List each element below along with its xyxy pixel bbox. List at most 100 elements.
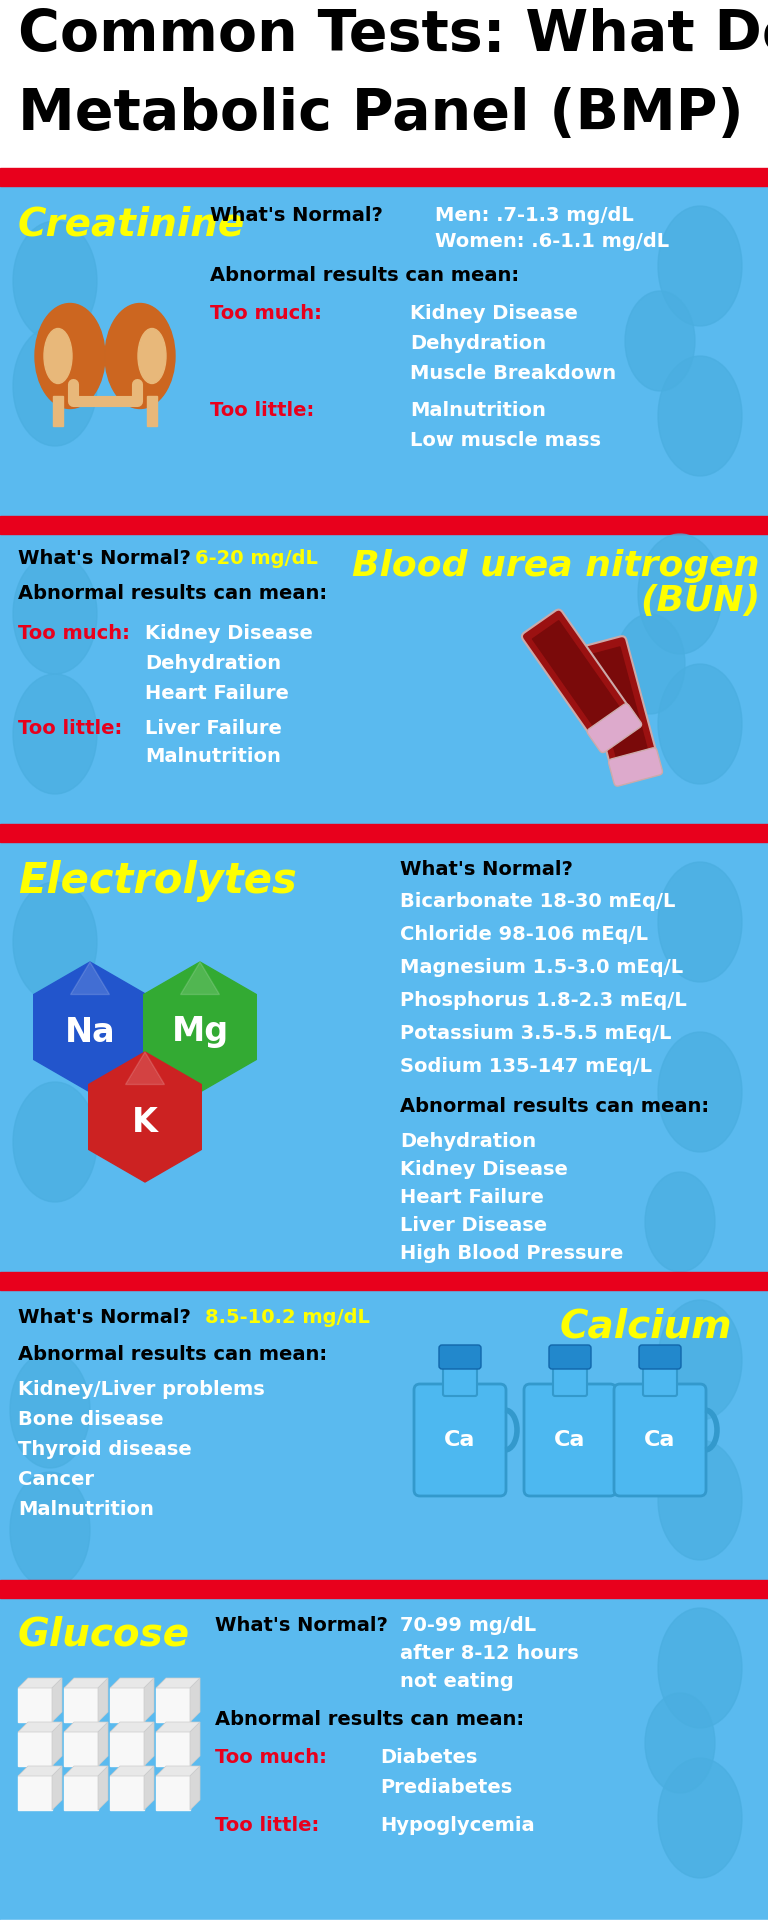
Bar	[0, 169, 768, 186]
Text: Magnesium 1.5-3.0 mEq/L: Magnesium 1.5-3.0 mEq/L	[400, 958, 683, 977]
FancyBboxPatch shape	[524, 1384, 616, 1496]
Text: Abnormal results can mean:: Abnormal results can mean:	[400, 1096, 709, 1116]
Text: Ca: Ca	[554, 1430, 586, 1450]
Text: High Blood Pressure: High Blood Pressure	[400, 1244, 624, 1263]
Ellipse shape	[658, 1300, 742, 1421]
Ellipse shape	[105, 303, 175, 409]
Text: Sodium 135-147 mEq/L: Sodium 135-147 mEq/L	[400, 1058, 652, 1075]
Ellipse shape	[658, 1759, 742, 1878]
Text: Cancer: Cancer	[18, 1471, 94, 1490]
Text: Too much:: Too much:	[18, 624, 130, 643]
FancyBboxPatch shape	[639, 1346, 681, 1369]
FancyBboxPatch shape	[443, 1359, 477, 1396]
FancyBboxPatch shape	[414, 1384, 506, 1496]
Text: Abnormal results can mean:: Abnormal results can mean:	[18, 584, 327, 603]
Text: Thyroid disease: Thyroid disease	[18, 1440, 192, 1459]
Bar	[0, 186, 768, 516]
Text: Abnormal results can mean:: Abnormal results can mean:	[215, 1711, 524, 1730]
Text: What's Normal?: What's Normal?	[210, 205, 383, 225]
Text: Dehydration: Dehydration	[410, 334, 546, 353]
Polygon shape	[190, 1766, 200, 1811]
Text: Blood urea nitrogen: Blood urea nitrogen	[353, 549, 760, 584]
Text: What's Normal?: What's Normal?	[215, 1617, 388, 1636]
Text: Phosphorus 1.8-2.3 mEq/L: Phosphorus 1.8-2.3 mEq/L	[400, 991, 687, 1010]
Polygon shape	[125, 1052, 164, 1085]
Text: (BUN): (BUN)	[640, 584, 760, 618]
Text: Low muscle mass: Low muscle mass	[410, 430, 601, 449]
Bar	[589, 647, 647, 756]
Text: Mg: Mg	[171, 1016, 229, 1048]
Polygon shape	[156, 1722, 200, 1732]
Polygon shape	[64, 1678, 108, 1688]
Text: Common Tests: What Does  A Basic: Common Tests: What Does A Basic	[18, 8, 768, 63]
FancyBboxPatch shape	[549, 1346, 591, 1369]
Polygon shape	[64, 1766, 108, 1776]
Text: Liver Disease: Liver Disease	[400, 1215, 547, 1235]
Polygon shape	[144, 1722, 154, 1766]
FancyBboxPatch shape	[439, 1346, 481, 1369]
Text: Men: .7-1.3 mg/dL: Men: .7-1.3 mg/dL	[435, 205, 634, 225]
Bar	[110, 1776, 144, 1811]
Text: 8.5-10.2 mg/dL: 8.5-10.2 mg/dL	[205, 1308, 370, 1327]
Polygon shape	[110, 1766, 154, 1776]
Ellipse shape	[10, 1473, 90, 1588]
Text: Liver Failure: Liver Failure	[145, 718, 282, 737]
Text: Too much:: Too much:	[210, 303, 322, 323]
Text: Kidney Disease: Kidney Disease	[400, 1160, 568, 1179]
Ellipse shape	[645, 1693, 715, 1793]
Text: Ca: Ca	[644, 1430, 676, 1450]
Bar	[532, 620, 619, 726]
Ellipse shape	[44, 328, 72, 384]
Text: Malnutrition: Malnutrition	[410, 401, 546, 420]
Text: Too little:: Too little:	[210, 401, 314, 420]
Text: What's Normal?: What's Normal?	[18, 1308, 191, 1327]
Polygon shape	[52, 1678, 62, 1722]
Bar	[0, 1271, 768, 1290]
Bar	[110, 1688, 144, 1722]
Polygon shape	[18, 1766, 62, 1776]
Ellipse shape	[13, 1083, 97, 1202]
Bar	[64, 1688, 98, 1722]
Text: Kidney Disease: Kidney Disease	[410, 303, 578, 323]
Text: Glucose: Glucose	[18, 1617, 190, 1653]
Text: Heart Failure: Heart Failure	[145, 684, 289, 703]
Text: Abnormal results can mean:: Abnormal results can mean:	[18, 1346, 327, 1363]
Text: Hypoglycemia: Hypoglycemia	[380, 1816, 535, 1836]
Text: Abnormal results can mean:: Abnormal results can mean:	[210, 267, 519, 284]
Polygon shape	[52, 1722, 62, 1766]
FancyBboxPatch shape	[588, 705, 641, 753]
Text: Prediabetes: Prediabetes	[380, 1778, 512, 1797]
Text: Kidney Disease: Kidney Disease	[145, 624, 313, 643]
Text: What's Normal?: What's Normal?	[400, 860, 573, 879]
Bar	[147, 396, 157, 426]
Text: Kidney/Liver problems: Kidney/Liver problems	[18, 1380, 265, 1400]
Bar	[64, 1776, 98, 1811]
Ellipse shape	[658, 355, 742, 476]
Ellipse shape	[138, 328, 166, 384]
Text: Bone disease: Bone disease	[18, 1409, 164, 1428]
Bar	[156, 1732, 190, 1766]
Bar	[18, 1688, 52, 1722]
Text: Women: .6-1.1 mg/dL: Women: .6-1.1 mg/dL	[435, 232, 669, 252]
Text: Creatinine: Creatinine	[18, 205, 245, 244]
Bar	[53, 396, 63, 426]
Text: What's Normal?: What's Normal?	[18, 549, 191, 568]
Text: 6-20 mg/dL: 6-20 mg/dL	[195, 549, 318, 568]
Bar	[645, 1361, 675, 1394]
Ellipse shape	[35, 303, 105, 409]
Bar	[0, 1580, 768, 1597]
Polygon shape	[144, 962, 257, 1092]
Polygon shape	[190, 1678, 200, 1722]
Polygon shape	[18, 1722, 62, 1732]
Polygon shape	[190, 1722, 200, 1766]
FancyBboxPatch shape	[643, 1359, 677, 1396]
Bar	[156, 1776, 190, 1811]
Text: not eating: not eating	[400, 1672, 514, 1692]
FancyBboxPatch shape	[580, 636, 660, 781]
Bar	[18, 1732, 52, 1766]
Bar	[110, 1732, 144, 1766]
Text: Metabolic Panel (BMP) Measure?: Metabolic Panel (BMP) Measure?	[18, 86, 768, 142]
Text: Potassium 3.5-5.5 mEq/L: Potassium 3.5-5.5 mEq/L	[400, 1023, 671, 1043]
Polygon shape	[34, 962, 146, 1092]
Text: Too little:: Too little:	[18, 718, 122, 737]
